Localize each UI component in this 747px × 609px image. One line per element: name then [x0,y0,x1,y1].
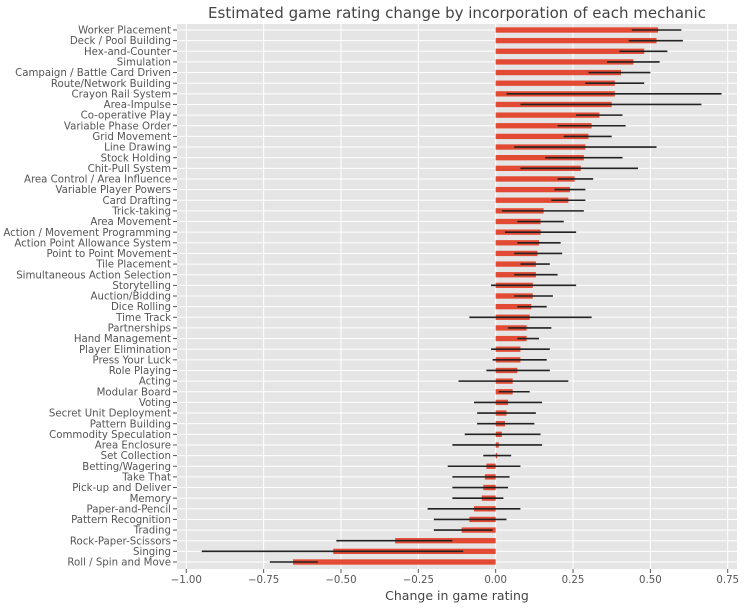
category-label: Hand Management [74,334,171,345]
category-label: Action / Movement Programming [3,228,171,239]
x-tick-labels: −1.00 −0.75 −0.50 −0.25 0.00 0.25 0.50 0.75 [171,575,739,586]
category-label: Variable Player Powers [55,185,171,196]
category-label: Area Movement [90,217,171,228]
bar [495,59,634,65]
category-label: Memory [130,494,171,505]
category-label: Partnerships [108,324,171,335]
category-label: Area Enclosure [95,441,171,452]
category-label: Betting/Wagering [82,462,171,473]
category-label: Player Elimination [79,345,171,356]
x-tick-label: 0.00 [484,575,507,586]
category-label: Route/Network Building [51,79,171,90]
x-tick-label: −0.50 [325,575,356,586]
category-label: Pick-up and Deliver [72,483,172,494]
category-label: Action Point Allowance System [14,238,171,249]
category-label: Set Collection [101,451,171,462]
bar [495,197,569,203]
category-label: Simulation [117,58,171,69]
bar [495,335,527,342]
category-label: Campaign / Battle Card Driven [15,68,171,79]
bar [495,80,615,86]
x-tick-label: −0.75 [248,575,279,586]
category-label: Simultaneous Action Selection [16,270,171,281]
category-label: Deck / Pool Building [70,36,171,47]
errorbar-layer [201,29,722,563]
category-label: Singing [133,547,171,558]
category-label: Area-Impulse [104,100,171,111]
bar [495,69,621,76]
bar [495,261,536,267]
bar [495,27,659,33]
bar [495,123,592,129]
category-label: Rock-Paper-Scissors [70,536,171,547]
category-label: Line Drawing [104,143,171,154]
bar [495,48,645,54]
bar [495,37,657,44]
x-tick-label: 0.50 [639,575,662,586]
x-tick-label: 0.75 [716,575,739,586]
category-label: Trading [133,526,171,537]
category-label: Chit-Pull System [88,164,171,175]
x-tick-label: −1.00 [171,575,202,586]
category-label: Card Drafting [102,196,171,207]
category-label: Storytelling [112,281,171,292]
x-axis-label: Change in game rating [385,588,529,603]
category-label: Auction/Bidding [91,292,171,303]
category-label: Pattern Building [90,419,171,430]
category-label: Commodity Speculation [49,430,171,441]
category-label: Take That [121,472,171,483]
category-label: Dice Rolling [111,302,171,313]
category-label: Point to Point Movement [47,249,172,260]
category-label: Tile Placement [95,260,171,271]
bar [495,133,589,140]
category-label: Time Track [115,313,171,324]
category-label: Acting [139,377,171,388]
bar [495,186,570,193]
category-label: Variable Phase Order [64,121,172,132]
category-label: Roll / Spin and Move [67,558,171,569]
bar [495,155,584,161]
category-label: Voting [139,398,171,409]
x-tick-label: 0.25 [562,575,585,586]
bar [293,559,496,565]
bar [495,303,532,310]
category-label: Paper-and-Pencil [87,504,171,515]
chart-title: Estimated game rating change by incorpor… [208,4,706,22]
category-label: Co-operative Play [81,111,171,122]
category-label: Role Playing [109,366,171,377]
category-label: Area Control / Area Influence [24,175,171,186]
category-label: Hex-and-Counter [84,47,172,58]
x-tick-label: −0.25 [403,575,434,586]
bar [495,176,575,182]
category-label: Grid Movement [92,132,171,143]
category-label: Secret Unit Deployment [49,409,171,420]
category-label: Worker Placement [78,26,171,37]
category-label: Press Your Luck [93,355,172,366]
category-label: Modular Board [97,387,171,398]
category-label: Crayon Rail System [72,89,172,100]
category-label: Trick-taking [111,206,171,217]
category-label: Pattern Recognition [71,515,171,526]
category-label: Stock Holding [101,153,171,164]
bar [495,112,600,118]
